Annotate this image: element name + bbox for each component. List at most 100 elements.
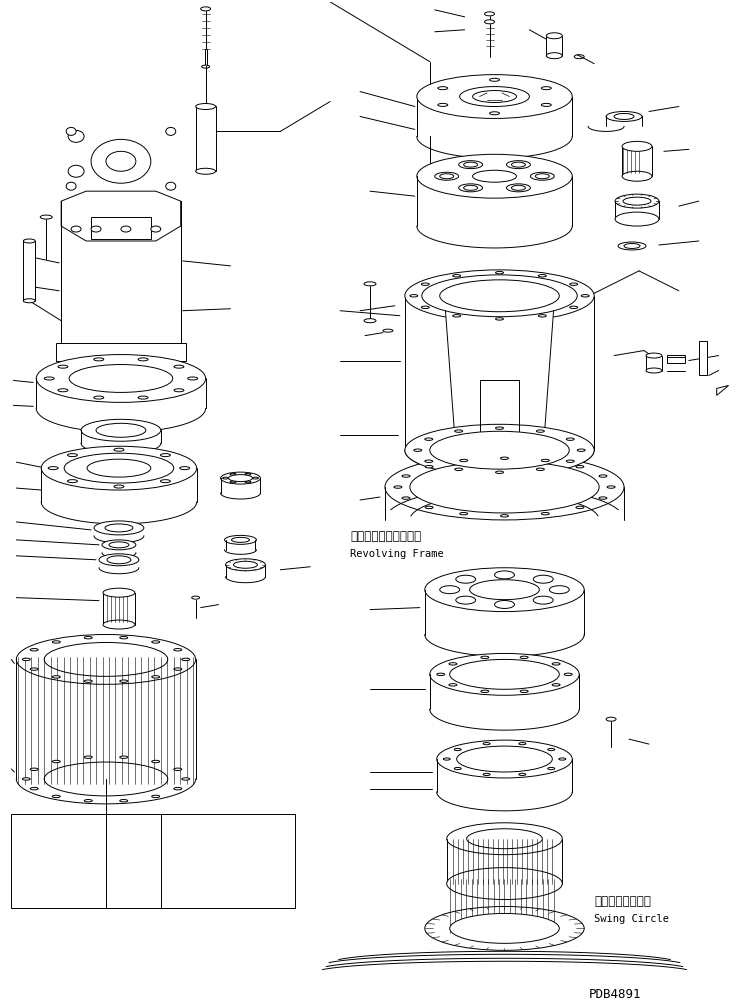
Ellipse shape: [245, 473, 251, 475]
Ellipse shape: [120, 636, 128, 638]
Ellipse shape: [138, 357, 148, 361]
Ellipse shape: [615, 194, 659, 208]
Ellipse shape: [410, 461, 599, 513]
Ellipse shape: [394, 485, 402, 488]
Ellipse shape: [534, 596, 554, 604]
Ellipse shape: [519, 773, 526, 775]
Ellipse shape: [422, 275, 577, 317]
Ellipse shape: [483, 742, 490, 745]
Ellipse shape: [152, 640, 160, 643]
Ellipse shape: [606, 717, 616, 721]
Ellipse shape: [425, 568, 584, 611]
Ellipse shape: [201, 7, 211, 11]
Ellipse shape: [539, 314, 546, 317]
Bar: [11, 814, 295, 908]
Ellipse shape: [402, 475, 410, 477]
Ellipse shape: [103, 620, 135, 629]
Ellipse shape: [438, 104, 448, 107]
Ellipse shape: [552, 684, 560, 686]
Ellipse shape: [23, 239, 36, 243]
Ellipse shape: [230, 473, 236, 475]
Ellipse shape: [454, 767, 461, 769]
Ellipse shape: [542, 104, 551, 107]
Polygon shape: [405, 296, 594, 450]
Ellipse shape: [67, 479, 78, 482]
Ellipse shape: [174, 787, 182, 789]
Ellipse shape: [120, 680, 128, 683]
Ellipse shape: [566, 460, 574, 462]
Ellipse shape: [417, 75, 572, 119]
Ellipse shape: [226, 559, 266, 571]
Ellipse shape: [94, 357, 104, 361]
Ellipse shape: [106, 151, 136, 171]
Ellipse shape: [496, 427, 503, 429]
Ellipse shape: [438, 87, 448, 90]
Ellipse shape: [364, 318, 376, 322]
Ellipse shape: [421, 306, 429, 308]
Polygon shape: [36, 379, 206, 409]
Ellipse shape: [490, 79, 500, 82]
Ellipse shape: [430, 431, 569, 469]
Ellipse shape: [460, 513, 468, 515]
Ellipse shape: [201, 65, 209, 68]
Polygon shape: [16, 660, 195, 779]
Ellipse shape: [548, 767, 555, 769]
Ellipse shape: [102, 540, 136, 550]
Ellipse shape: [23, 299, 36, 303]
Text: Swing Circle: Swing Circle: [594, 914, 669, 924]
Polygon shape: [445, 301, 554, 435]
Text: Revolving Frame: Revolving Frame: [350, 549, 444, 559]
Ellipse shape: [91, 226, 101, 232]
Ellipse shape: [453, 314, 461, 317]
Ellipse shape: [490, 112, 500, 115]
Text: PDB4891: PDB4891: [589, 988, 642, 1001]
Ellipse shape: [40, 215, 53, 220]
Ellipse shape: [229, 474, 252, 481]
Ellipse shape: [646, 368, 662, 373]
Ellipse shape: [16, 634, 195, 685]
Ellipse shape: [385, 454, 624, 520]
Ellipse shape: [192, 596, 200, 599]
Ellipse shape: [405, 270, 594, 321]
Ellipse shape: [559, 758, 566, 760]
Bar: [91, 218, 151, 239]
Bar: [699, 340, 707, 376]
Ellipse shape: [48, 466, 58, 469]
Ellipse shape: [417, 154, 572, 198]
Ellipse shape: [195, 104, 215, 110]
Ellipse shape: [494, 600, 514, 608]
Ellipse shape: [496, 318, 503, 320]
Ellipse shape: [53, 796, 60, 798]
Ellipse shape: [53, 760, 60, 762]
Polygon shape: [103, 593, 135, 624]
Ellipse shape: [138, 396, 148, 399]
Ellipse shape: [531, 172, 554, 180]
Ellipse shape: [519, 742, 526, 745]
Ellipse shape: [437, 673, 445, 676]
Ellipse shape: [500, 457, 508, 459]
Ellipse shape: [570, 283, 578, 285]
Polygon shape: [437, 759, 572, 792]
Ellipse shape: [234, 561, 258, 568]
Ellipse shape: [223, 477, 229, 479]
Polygon shape: [61, 201, 181, 361]
Ellipse shape: [615, 212, 659, 226]
Ellipse shape: [425, 465, 433, 468]
Ellipse shape: [151, 226, 161, 232]
Polygon shape: [622, 146, 652, 176]
Ellipse shape: [224, 536, 257, 545]
Ellipse shape: [425, 906, 584, 951]
Polygon shape: [546, 36, 562, 55]
Ellipse shape: [506, 184, 531, 191]
Ellipse shape: [481, 657, 489, 659]
Ellipse shape: [44, 377, 54, 380]
Ellipse shape: [536, 468, 545, 470]
Ellipse shape: [252, 477, 258, 479]
Ellipse shape: [109, 542, 129, 548]
Polygon shape: [195, 107, 215, 171]
Ellipse shape: [534, 575, 554, 583]
Ellipse shape: [188, 377, 198, 380]
Ellipse shape: [614, 114, 634, 120]
Ellipse shape: [174, 768, 182, 770]
Ellipse shape: [180, 466, 189, 469]
